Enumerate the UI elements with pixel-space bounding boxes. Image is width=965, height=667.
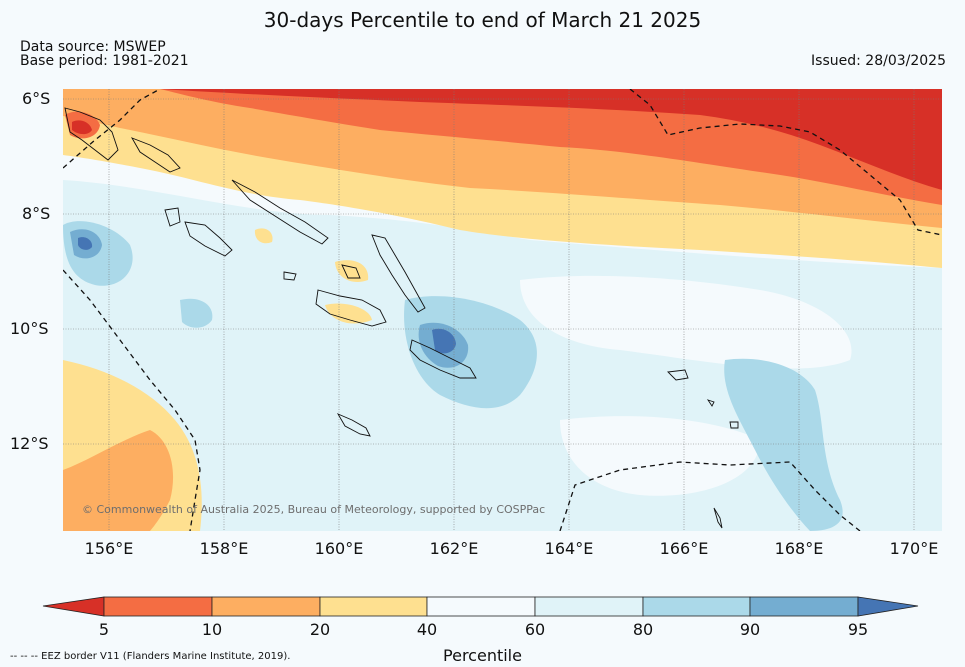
lon-label-164e: 164°E bbox=[544, 539, 594, 558]
lat-label-8s: 8°S bbox=[22, 204, 51, 223]
choiseul-island bbox=[130, 137, 181, 173]
lon-label-168e: 168°E bbox=[774, 539, 824, 558]
lon-label-162e: 162°E bbox=[429, 539, 479, 558]
colorbar-tick-5: 5 bbox=[98, 620, 110, 639]
region-above-95-center bbox=[432, 328, 456, 354]
new-georgia-island-1 bbox=[164, 207, 181, 227]
colorbar-tick-60: 60 bbox=[524, 620, 546, 639]
eez-legend-note: -- -- -- EEZ border V11 (Flanders Marine… bbox=[10, 651, 291, 662]
region-20-40-patch3 bbox=[325, 303, 372, 324]
makira-island bbox=[409, 339, 477, 379]
santa-isabel-island bbox=[231, 179, 329, 245]
lon-label-156e: 156°E bbox=[84, 539, 134, 558]
base-period-text: Base period: 1981-2021 bbox=[20, 53, 189, 69]
region-40-60-south bbox=[560, 416, 760, 496]
map-title: 30-days Percentile to end of March 21 20… bbox=[263, 8, 702, 32]
colorbar-tick-80: 80 bbox=[632, 620, 654, 639]
bougainville-island bbox=[64, 107, 119, 161]
lon-label-166e: 166°E bbox=[659, 539, 709, 558]
graticule bbox=[63, 89, 942, 531]
colorbar-tick-40: 40 bbox=[416, 620, 438, 639]
malaita-island bbox=[371, 234, 426, 313]
region-10-20-southwest bbox=[63, 430, 174, 531]
region-above-95-west bbox=[78, 237, 93, 250]
guadalcanal-island bbox=[315, 289, 387, 327]
region-below-5-north bbox=[160, 89, 942, 190]
map-area bbox=[63, 89, 942, 531]
copyright-text: © Commonwealth of Australia 2025, Bureau… bbox=[82, 503, 546, 516]
colorbar-tick-90: 90 bbox=[739, 620, 761, 639]
rennell-island bbox=[336, 413, 371, 437]
colorbar-label: Percentile bbox=[443, 646, 522, 665]
lat-label-6s: 6°S bbox=[22, 89, 51, 108]
santa-cruz-island bbox=[667, 369, 689, 381]
new-georgia-island-2 bbox=[184, 221, 233, 257]
eez-borders bbox=[63, 89, 942, 531]
vanuatu-north-island bbox=[713, 507, 723, 529]
colorbar-tick-20: 20 bbox=[309, 620, 331, 639]
lat-label-12s: 12°S bbox=[10, 434, 49, 453]
vanikoro-island bbox=[729, 421, 739, 429]
colorbar-tick-10: 10 bbox=[201, 620, 223, 639]
region-20-40-patch1 bbox=[254, 228, 273, 244]
lat-label-10s: 10°S bbox=[10, 319, 49, 338]
data-source-text: Data source: MSWEP bbox=[20, 39, 166, 55]
region-below-5-nw bbox=[72, 120, 92, 135]
lon-label-158e: 158°E bbox=[199, 539, 249, 558]
utupua-island bbox=[706, 399, 715, 407]
region-40-60-center bbox=[520, 275, 852, 369]
colorbar-tick-95: 95 bbox=[847, 620, 869, 639]
lon-label-170e: 170°E bbox=[889, 539, 939, 558]
russell-islands bbox=[283, 271, 297, 281]
region-80-90-small bbox=[180, 298, 213, 328]
issued-date-text: Issued: 28/03/2025 bbox=[811, 53, 946, 69]
lon-label-160e: 160°E bbox=[314, 539, 364, 558]
florida-islands bbox=[341, 264, 361, 279]
coastlines bbox=[64, 107, 739, 529]
